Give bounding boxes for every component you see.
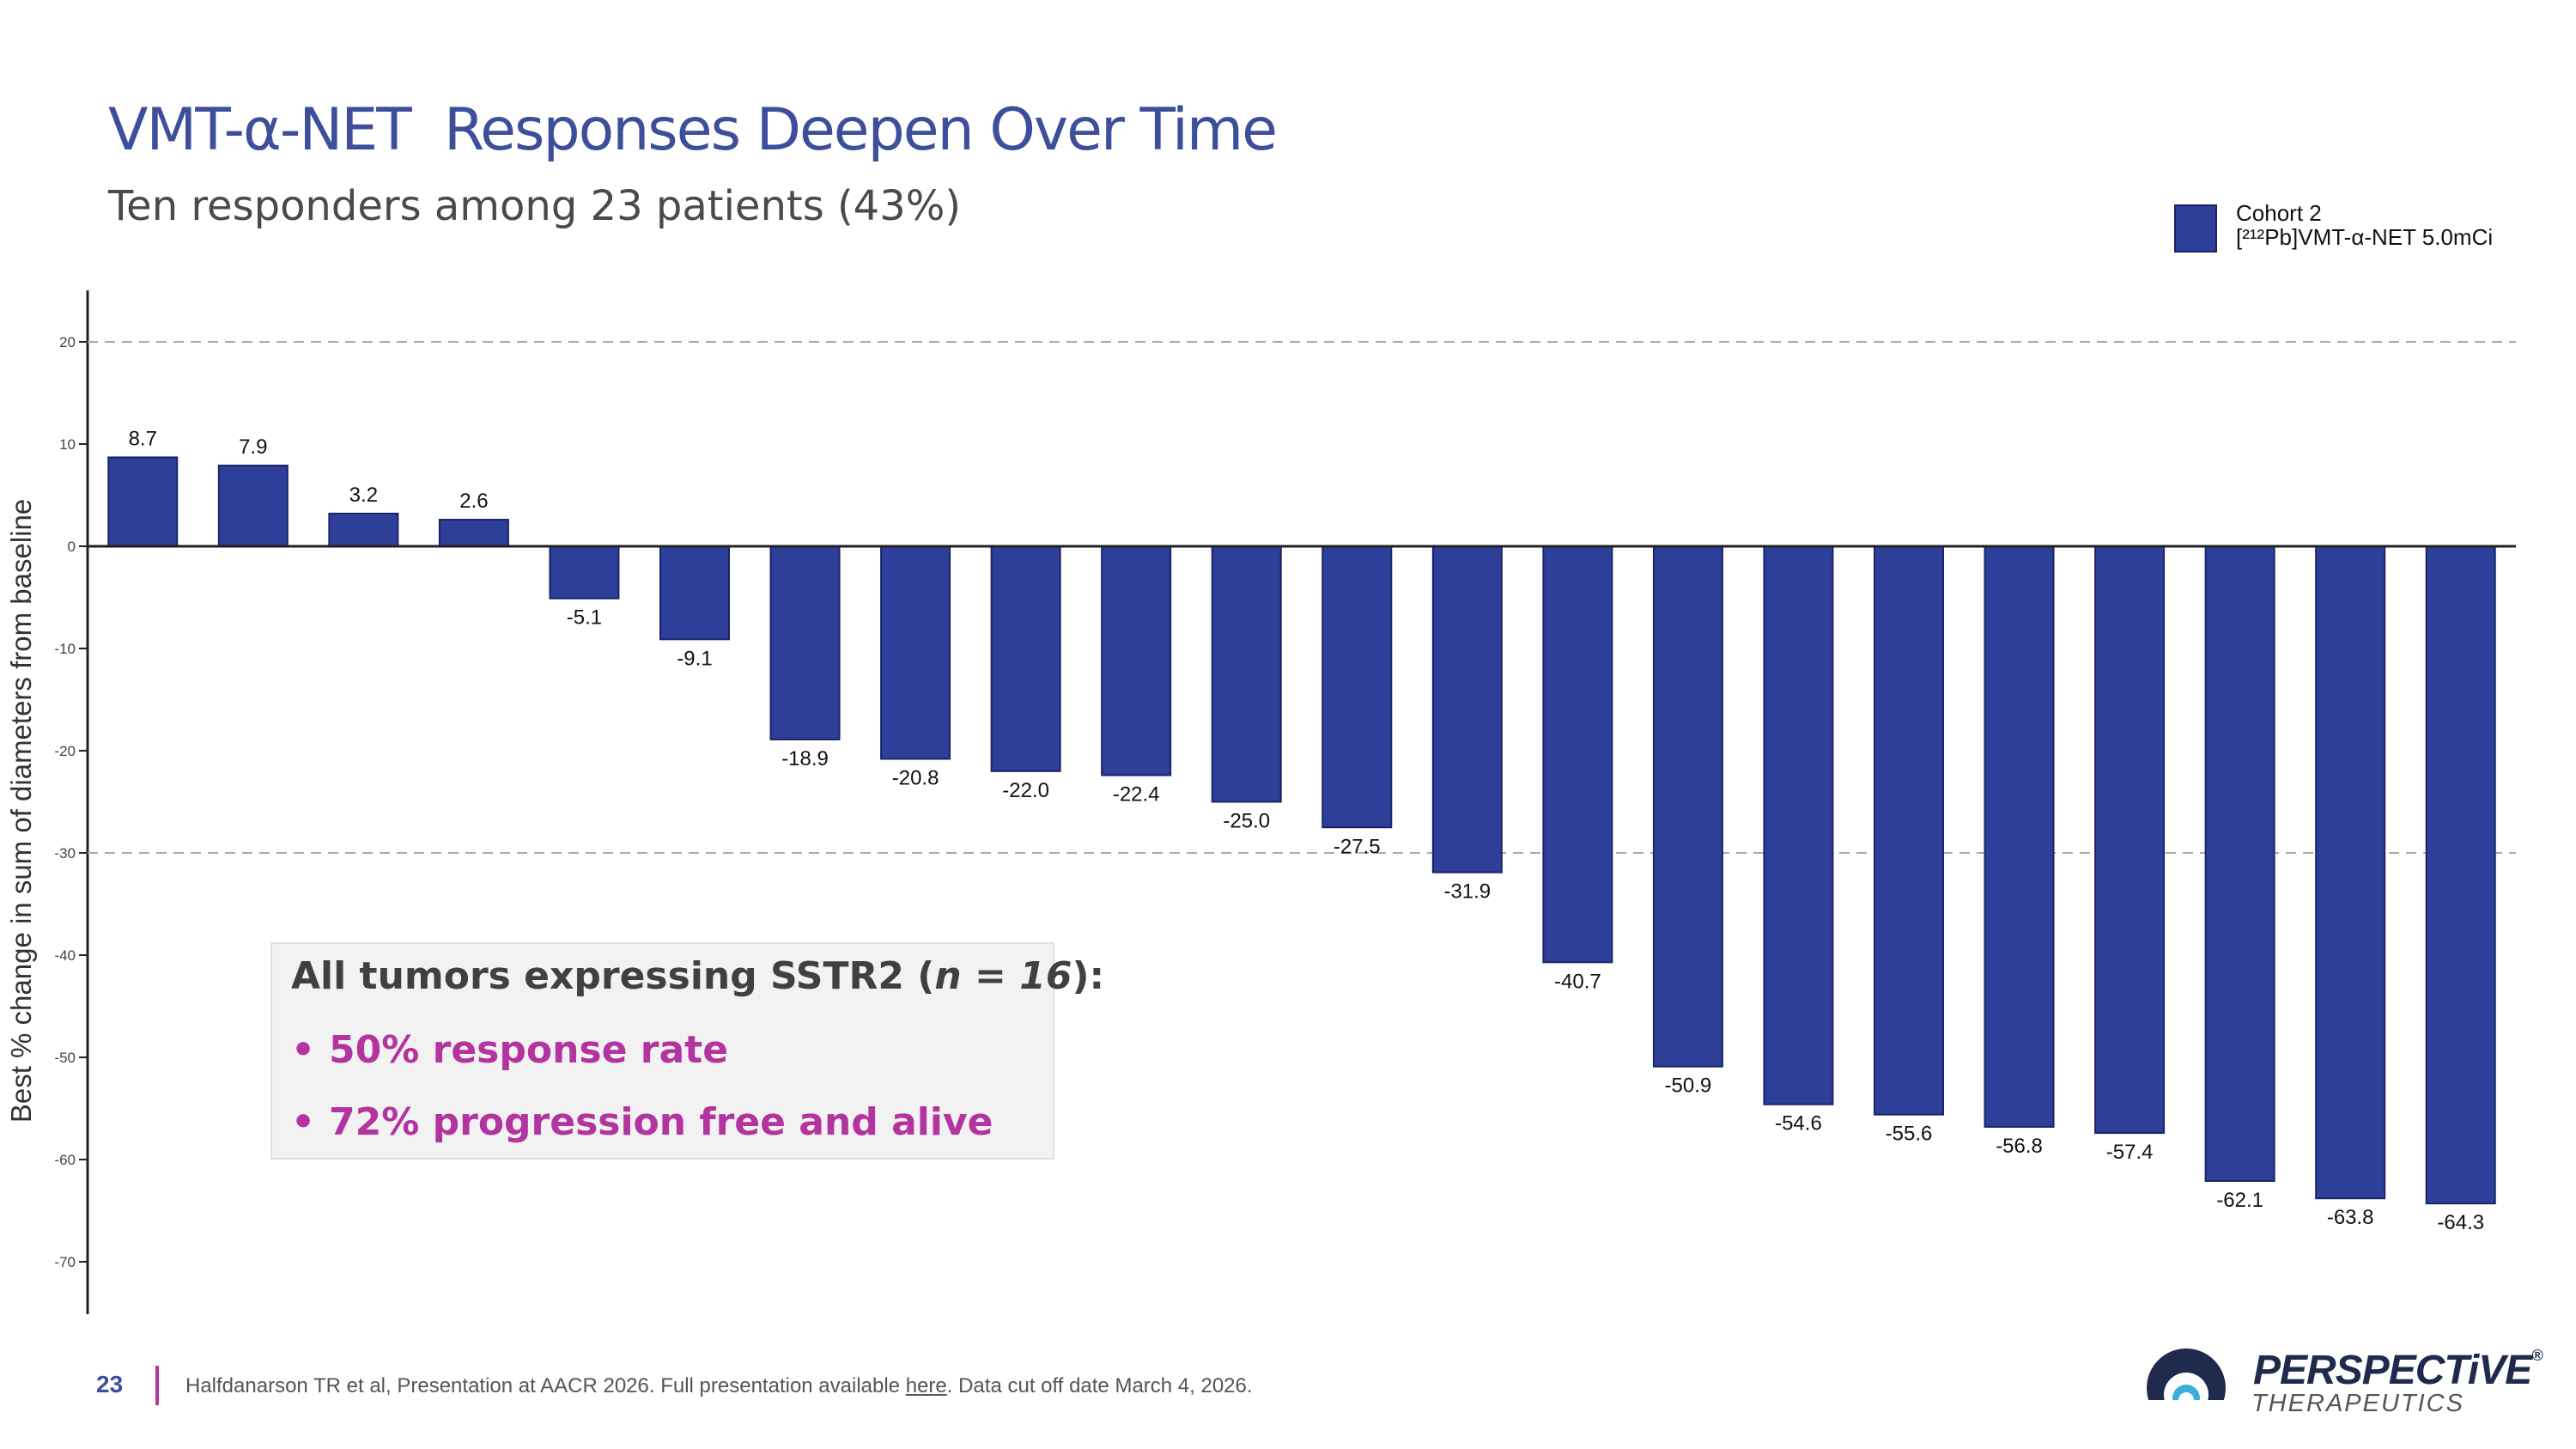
bar-value-label: -31.9 [1443, 880, 1491, 904]
bar [438, 519, 509, 547]
bar [990, 545, 1061, 772]
y-tick-label: 0 [68, 539, 76, 555]
bar-value-label: -64.3 [2437, 1211, 2484, 1234]
y-tick-label: -30 [54, 845, 76, 861]
bar-value-label: -54.6 [1775, 1112, 1822, 1135]
bar-value-label: -9.1 [677, 647, 712, 670]
bar [2425, 545, 2496, 1205]
bar-value-label: -5.1 [567, 606, 602, 630]
slide-title: VMT-α-NET Responses Deepen Over Time [108, 96, 1278, 164]
bar [549, 545, 620, 600]
legend-label: Cohort 2 [²¹²Pb]VMT-α-NET 5.0mCi [2236, 201, 2493, 249]
y-axis-title: Best % change in sum of diameters from b… [5, 499, 37, 1123]
bar [1431, 545, 1503, 874]
legend-line-2: [²¹²Pb]VMT-α-NET 5.0mCi [2236, 224, 2494, 250]
bar [1874, 545, 1944, 1116]
bar [1542, 545, 1613, 964]
logo-wordmark: PERSPECTiVE [2253, 1348, 2532, 1393]
bar [1101, 545, 1172, 776]
callout-heading-suffix: ): [1072, 954, 1105, 998]
bar-value-label: -20.8 [892, 767, 939, 790]
callout-item-text: 72% progression free and alive [329, 1100, 993, 1144]
bar-value-label: -56.8 [1996, 1135, 2043, 1158]
sstr2-callout-box: All tumors expressing SSTR2 (n = 16): • 5… [270, 942, 1104, 1160]
bar-value-label: -22.0 [1002, 779, 1049, 802]
bullet-icon: • [291, 1028, 316, 1072]
y-tick-label: -50 [54, 1050, 76, 1066]
citation-suffix: . Data cut off date March 4, 2026. [946, 1374, 1253, 1397]
y-tick-label: -20 [54, 743, 76, 759]
bar-value-label: -22.4 [1113, 783, 1160, 807]
callout-heading-prefix: All tumors expressing SSTR2 ( [291, 954, 935, 998]
bar [217, 464, 289, 547]
callout-item-text: 50% response rate [329, 1028, 729, 1072]
legend-line-1: Cohort 2 [2236, 200, 2322, 226]
callout-heading: All tumors expressing SSTR2 (n = 16): [291, 954, 1104, 998]
bar [328, 512, 399, 547]
y-tick-label: -60 [54, 1152, 76, 1168]
bar [880, 545, 951, 760]
page-number: 23 [96, 1371, 124, 1397]
bar-value-label: -55.6 [1886, 1123, 1933, 1146]
bar-value-label: 7.9 [239, 435, 267, 459]
citation-prefix: Halfdanarson TR et al, Presentation at A… [185, 1374, 906, 1397]
bar [2204, 545, 2275, 1182]
y-tick-label: 20 [59, 334, 76, 350]
bar-value-label: -40.7 [1554, 970, 1601, 993]
logo-subtitle: THERAPEUTICS [2251, 1390, 2464, 1417]
y-tick-label: -70 [54, 1254, 76, 1270]
slide-subtitle: Ten responders among 23 patients (43%) [108, 182, 962, 230]
bar [1211, 545, 1282, 803]
bar-value-label: -50.9 [1665, 1075, 1712, 1098]
bar [107, 456, 179, 547]
legend-swatch [2174, 204, 2217, 253]
perspective-logo: PERSPECTiVE® THERAPEUTICS [2138, 1338, 2543, 1433]
bar [659, 545, 730, 641]
bar-value-label: -63.8 [2327, 1206, 2374, 1229]
bar-value-label: -25.0 [1223, 810, 1270, 833]
bar-value-label: -57.4 [2106, 1141, 2154, 1164]
bar-value-label: 8.7 [129, 427, 157, 450]
callout-item-pfs: • 72% progression free and alive [291, 1100, 993, 1144]
logo-registered: ® [2531, 1347, 2543, 1364]
bar [769, 545, 841, 740]
callout-item-response-rate: • 50% response rate [291, 1028, 728, 1072]
bar [1763, 545, 1834, 1105]
y-tick-label: -10 [54, 641, 76, 657]
bar [2094, 545, 2166, 1135]
bar [1652, 545, 1723, 1068]
bar [1321, 545, 1393, 829]
presentation-link[interactable]: here [905, 1374, 947, 1397]
footer-citation: Halfdanarson TR et al, Presentation at A… [185, 1374, 1253, 1398]
logo-name: PERSPECTiVE® [2253, 1347, 2543, 1394]
y-tick-label: 10 [59, 436, 76, 453]
bullet-icon: • [291, 1100, 316, 1144]
bar [1984, 545, 2055, 1128]
bar-value-label: -18.9 [781, 747, 829, 770]
bar-value-label: -62.1 [2216, 1189, 2263, 1212]
callout-heading-n: n = 16 [934, 954, 1072, 998]
logo-mark-icon [2138, 1349, 2241, 1433]
bar [2315, 545, 2386, 1200]
waterfall-chart: 20 10 0 -10 -20 -30 -40 -50 -60 -70 Best % change … [5, 290, 2516, 1314]
y-tick-label: -40 [54, 947, 76, 964]
bar-value-label: 2.6 [459, 490, 488, 513]
bar-value-label: 3.2 [349, 484, 378, 507]
bar-value-label: -27.5 [1334, 835, 1381, 858]
footer-divider [155, 1366, 159, 1405]
